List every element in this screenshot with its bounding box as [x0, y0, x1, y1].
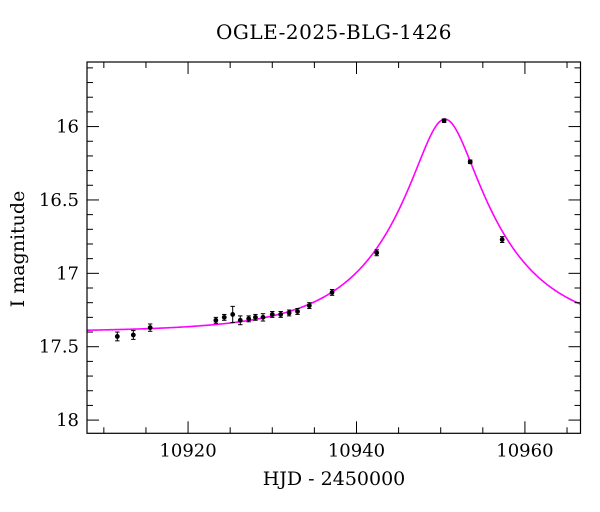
- y-axis-label: I magnitude: [7, 190, 29, 308]
- data-point: [130, 332, 136, 338]
- data-point: [286, 310, 292, 316]
- data-point: [306, 303, 312, 309]
- x-axis-label: HJD - 2450000: [262, 468, 406, 490]
- data-point: [295, 309, 300, 314]
- data-point: [441, 118, 447, 124]
- plot-frame: [86, 61, 582, 434]
- data-point: [499, 237, 505, 242]
- data-point: [246, 316, 252, 322]
- data-point: [114, 334, 120, 339]
- data-point: [374, 250, 380, 256]
- y-tick-label: 16: [56, 117, 79, 138]
- data-point: [147, 325, 153, 331]
- data-point: [269, 312, 275, 317]
- data-point: [278, 312, 284, 317]
- x-tick-label: 10920: [159, 440, 216, 461]
- y-tick-label: 17: [56, 263, 79, 284]
- data-point: [253, 314, 258, 320]
- data-point: [230, 312, 236, 317]
- data-point: [260, 314, 266, 320]
- data-point: [467, 159, 473, 165]
- y-tick-label: 16.5: [39, 190, 79, 211]
- chart-title: OGLE-2025-BLG-1426: [215, 20, 453, 44]
- y-tick-label: 17.5: [39, 337, 79, 358]
- model-curve: [87, 118, 581, 332]
- y-tick-label: 18: [56, 410, 79, 431]
- data-point: [237, 317, 243, 323]
- x-tick-label: 10960: [496, 440, 553, 461]
- data-point: [221, 314, 227, 320]
- data-point: [213, 317, 219, 323]
- x-tick-label: 10940: [328, 440, 385, 461]
- data-point: [329, 290, 335, 295]
